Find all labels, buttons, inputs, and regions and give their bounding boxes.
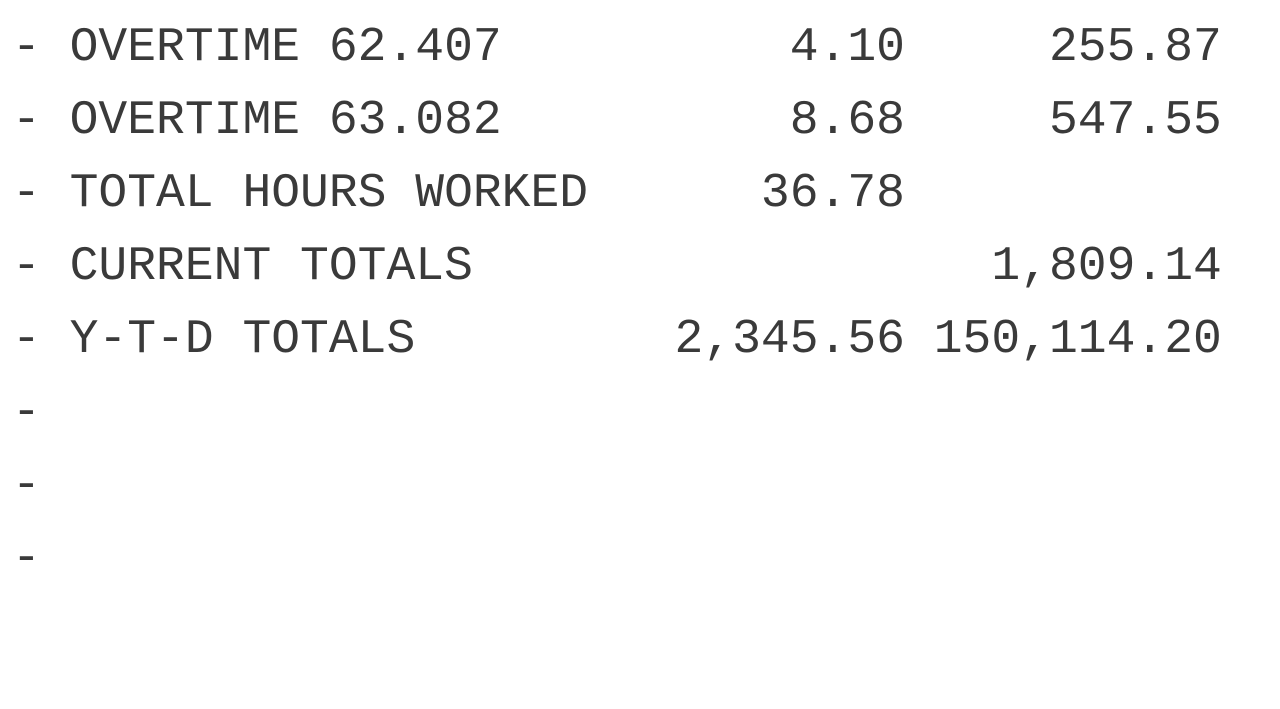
line-total-hours: - TOTAL HOURS WORKED 36.78 [12, 164, 1222, 224]
line-hours: 4.10 [789, 21, 905, 75]
line-hours: 36.78 [760, 167, 905, 221]
line-amount: 150,114.20 [933, 313, 1222, 367]
line-dash: - [12, 386, 41, 440]
line-label: Y-T-D TOTALS [69, 313, 416, 367]
line-empty: - [12, 456, 1222, 516]
line-empty: - [12, 529, 1222, 589]
line-label: OVERTIME 62.407 [69, 21, 502, 75]
line-dash: - [12, 313, 41, 367]
line-ytd-totals: - Y-T-D TOTALS 2,345.56 150,114.20 [12, 310, 1222, 370]
line-empty: - [12, 383, 1222, 443]
line-dash: - [12, 459, 41, 513]
line-dash: - [12, 94, 41, 148]
line-label: OVERTIME 63.082 [69, 94, 502, 148]
line-overtime-63: - OVERTIME 63.082 8.68 547.55 [12, 91, 1222, 151]
line-dash: - [12, 21, 41, 75]
line-current-totals: - CURRENT TOTALS 1,809.14 [12, 237, 1222, 297]
line-label: TOTAL HOURS WORKED [69, 167, 589, 221]
line-amount: 547.55 [1048, 94, 1222, 148]
line-dash: - [12, 240, 41, 294]
line-label: CURRENT TOTALS [69, 240, 473, 294]
line-dash: - [12, 532, 41, 586]
line-hours: 8.68 [789, 94, 905, 148]
line-amount: 255.87 [1048, 21, 1222, 75]
line-hours: 2,345.56 [674, 313, 905, 367]
line-dash: - [12, 167, 41, 221]
line-amount: 1,809.14 [991, 240, 1222, 294]
line-overtime-62: - OVERTIME 62.407 4.10 255.87 [12, 18, 1222, 78]
